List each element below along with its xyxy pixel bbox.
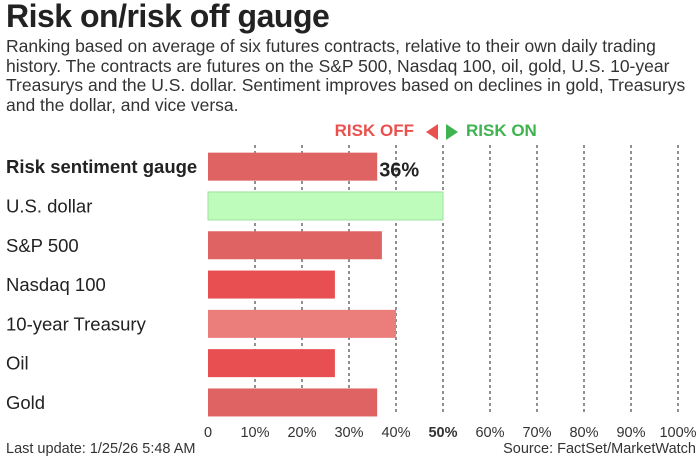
- category-label: Risk sentiment gauge: [6, 156, 197, 177]
- category-label: U.S. dollar: [6, 195, 92, 216]
- tick-label: 80%: [569, 425, 598, 441]
- tick-label: 70%: [522, 425, 551, 441]
- tick-label: 90%: [616, 425, 645, 441]
- tick-label: 50%: [428, 425, 457, 441]
- tick-label: 10%: [240, 425, 269, 441]
- category-label: Nasdaq 100: [6, 274, 106, 295]
- tick-label: 60%: [475, 425, 504, 441]
- category-label: S&P 500: [6, 235, 79, 256]
- arrow-right-icon: [446, 124, 458, 140]
- chart-subtitle: Ranking based on average of six futures …: [6, 36, 686, 115]
- bar: [207, 191, 444, 221]
- tick-label: 100%: [659, 425, 696, 441]
- category-label: 10-year Treasury: [6, 313, 147, 334]
- bar: [208, 349, 335, 378]
- bar: [208, 270, 335, 299]
- arrow-left-icon: [426, 124, 438, 140]
- bar: [208, 231, 382, 260]
- bar: [208, 152, 378, 181]
- bar: [208, 309, 396, 338]
- bar: [208, 388, 378, 417]
- tick-label: 20%: [287, 425, 316, 441]
- tick-label: 30%: [334, 425, 363, 441]
- risk-on-label: RISK ON: [466, 121, 537, 140]
- chart-title: Risk on/risk off gauge: [6, 0, 330, 34]
- risk-legend: RISK OFF RISK ON: [0, 121, 700, 145]
- tick-label: 0: [204, 425, 212, 441]
- last-update: Last update: 1/25/26 5:48 AM: [6, 441, 196, 457]
- data-label: 36%: [379, 160, 419, 182]
- category-label: Oil: [6, 353, 29, 374]
- tick-label: 40%: [381, 425, 410, 441]
- source-note: Source: FactSet/MarketWatch: [503, 441, 696, 457]
- risk-off-label: RISK OFF: [334, 121, 414, 140]
- category-label: Gold: [6, 392, 45, 413]
